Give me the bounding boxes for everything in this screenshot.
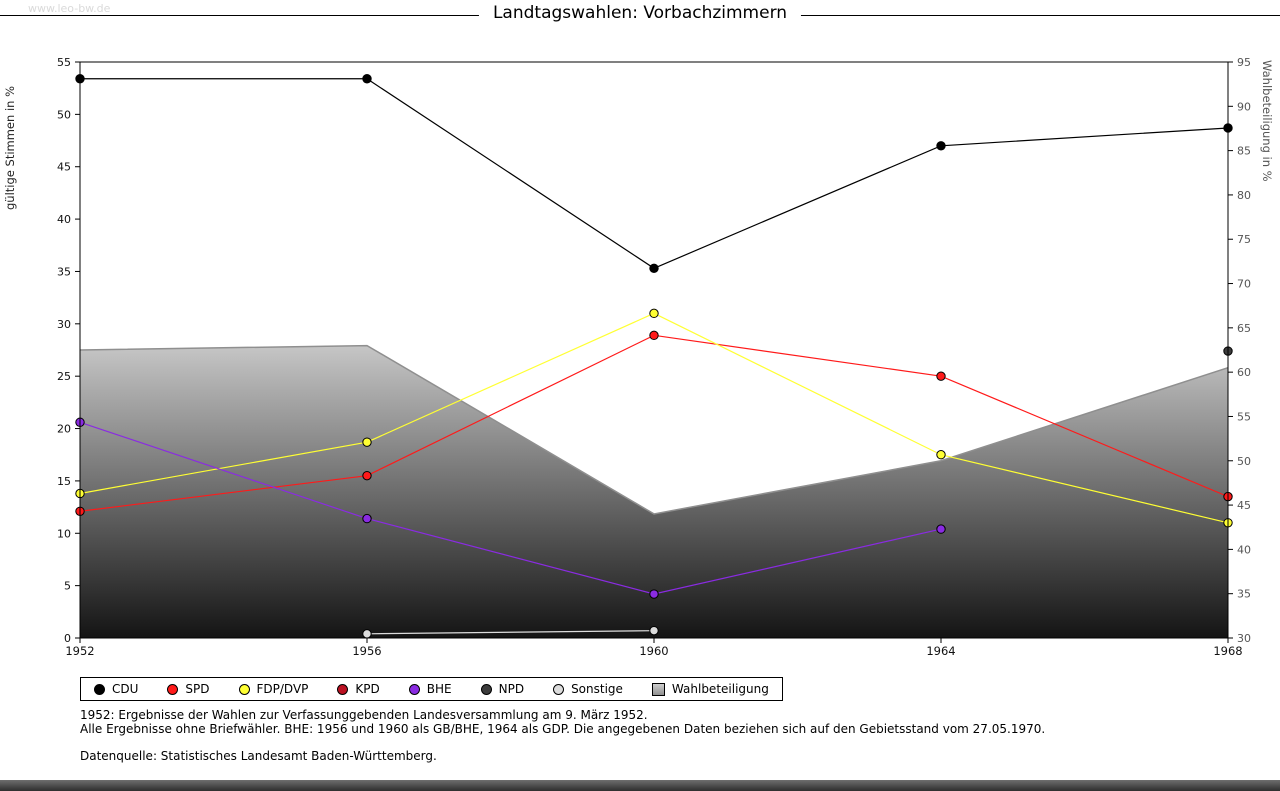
legend-item-spd: SPD: [167, 682, 210, 696]
marker-bhe-1960: [649, 589, 659, 599]
site-watermark: www.leo-bw.de: [28, 2, 111, 15]
right-axis: [1228, 61, 1233, 639]
marker-fdp-dvp-1964: [936, 450, 946, 460]
marker-bhe-1964: [936, 524, 946, 534]
right-tick-label: 45: [1237, 499, 1251, 512]
legend-marker-kpd: [337, 683, 349, 695]
right-tick-label: 55: [1237, 410, 1251, 423]
participation-outline: [79, 344, 1229, 515]
legend-marker-fdp-dvp: [238, 683, 250, 695]
footnote-line-1: 1952: Ergebnisse der Wahlen zur Verfassu…: [80, 708, 648, 722]
legend-label-wahlbeteiligung: Wahlbeteiligung: [671, 682, 769, 696]
x-tick-label: 1960: [639, 644, 668, 658]
marker-cdu-1960: [649, 263, 659, 274]
marker-bhe-1956: [362, 513, 372, 524]
legend-item-cdu: CDU: [94, 682, 138, 696]
legend: CDU SPD FDP/DVP KPD BHE NPD Sonstige Wahlbeteil…: [80, 677, 783, 701]
page-title: Landtagswahlen: Vorbachzimmern: [478, 3, 802, 23]
right-tick-label: 30: [1237, 632, 1251, 645]
left-axis: [75, 61, 80, 639]
legend-item-fdp-dvp: FDP/DVP: [238, 682, 309, 696]
legend-label-sonstige: Sonstige: [571, 682, 623, 696]
legend-label-cdu: CDU: [112, 682, 139, 696]
right-tick-label: 65: [1237, 322, 1251, 335]
left-tick-label: 0: [64, 632, 71, 645]
footnotes: 1952: Ergebnisse der Wahlen zur Verfassu…: [80, 708, 1046, 764]
marker-cdu-1964: [936, 141, 946, 151]
series-cdu: [75, 74, 1233, 274]
right-tick-label: 95: [1237, 56, 1251, 69]
left-tick-label: 10: [57, 527, 71, 540]
marker-spd-1964: [936, 371, 946, 381]
legend-label-kpd: KPD: [355, 682, 380, 696]
x-tick-label: 1952: [65, 644, 94, 658]
legend-marker-cdu: [94, 683, 105, 695]
left-tick-label: 15: [57, 475, 71, 488]
left-tick-label: 30: [57, 318, 71, 331]
legend-marker-sonstige: [553, 683, 565, 695]
legend-item-bhe: BHE: [408, 682, 452, 696]
legend-marker-bhe: [408, 683, 420, 695]
marker-sonstige-1956: [362, 629, 372, 639]
x-tick-label: 1964: [926, 644, 955, 658]
marker-sonstige-1960: [649, 625, 659, 636]
right-tick-label: 50: [1237, 455, 1251, 468]
marker-spd-1960: [649, 330, 659, 341]
left-tick-label: 50: [57, 108, 71, 121]
legend-marker-wahlbeteiligung: [651, 682, 665, 696]
right-tick-label: 40: [1237, 543, 1251, 556]
right-tick-label: 80: [1237, 189, 1251, 202]
legend-label-spd: SPD: [185, 682, 210, 696]
right-axis-title: Wahlbeteiligung in %: [1260, 60, 1274, 182]
right-tick-label: 75: [1237, 233, 1251, 246]
left-tick-label: 55: [57, 56, 71, 69]
left-tick-label: 25: [57, 370, 71, 383]
left-axis-title: gültige Stimmen in %: [3, 86, 17, 210]
marker-fdp-dvp-1956: [362, 437, 372, 447]
legend-item-kpd: KPD: [337, 682, 380, 696]
legend-item-wahlbeteiligung: Wahlbeteiligung: [651, 682, 769, 696]
right-tick-label: 35: [1237, 588, 1251, 601]
marker-cdu-1956: [362, 74, 372, 84]
right-tick-label: 90: [1237, 100, 1251, 113]
footnote-line-2: Alle Ergebnisse ohne Briefwähler. BHE: 1…: [80, 721, 1046, 736]
legend-label-fdp-dvp: FDP/DVP: [256, 682, 309, 696]
series-sonstige: [362, 625, 659, 639]
left-tick-label: 20: [57, 423, 71, 436]
series-bhe: [75, 417, 946, 599]
participation-area: [80, 345, 1228, 638]
right-tick-label: 85: [1237, 145, 1251, 158]
legend-marker-npd: [480, 683, 492, 695]
left-tick-label: 35: [57, 265, 71, 278]
left-tick-label: 45: [57, 161, 71, 174]
x-axis: [79, 638, 1229, 643]
footer-bar: [0, 780, 1280, 791]
right-tick-label: 60: [1237, 366, 1251, 379]
marker-spd-1956: [362, 470, 372, 481]
legend-label-npd: NPD: [498, 682, 525, 696]
legend-marker-spd: [167, 683, 179, 695]
legend-item-sonstige: Sonstige: [553, 682, 623, 696]
x-tick-label: 1968: [1213, 644, 1242, 658]
left-tick-label: 40: [57, 213, 71, 226]
legend-item-npd: NPD: [480, 682, 525, 696]
legend-label-bhe: BHE: [426, 682, 452, 696]
series-spd: [75, 330, 1233, 516]
footnote-source: Datenquelle: Statistisches Landesamt Bad…: [80, 749, 437, 763]
x-tick-label: 1956: [352, 644, 381, 658]
marker-fdp-dvp-1960: [649, 308, 659, 319]
right-tick-label: 70: [1237, 278, 1251, 291]
left-tick-label: 5: [64, 580, 71, 593]
